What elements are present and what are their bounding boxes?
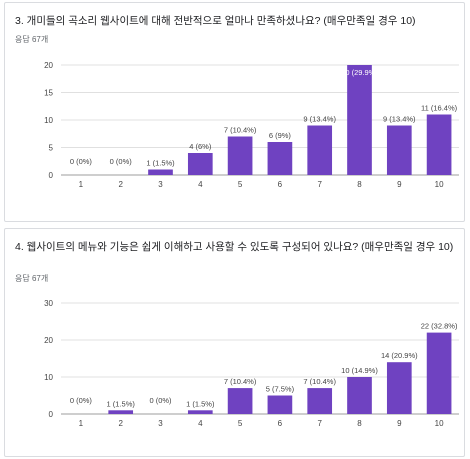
y-tick-label: 30: [44, 299, 53, 308]
y-tick-label: 0: [49, 171, 54, 180]
x-tick-label: 10: [435, 419, 444, 428]
data-label: 7 (10.4%): [303, 377, 336, 386]
bar: [347, 377, 372, 414]
y-tick-label: 10: [44, 373, 53, 382]
bar: [426, 114, 452, 175]
data-label: 10 (14.9%): [341, 366, 378, 375]
bar: [227, 136, 253, 175]
data-label: 4 (6%): [189, 142, 212, 151]
x-tick-label: 4: [198, 419, 203, 428]
data-label: 22 (32.8%): [421, 322, 458, 331]
bar-chart: 0 10 20 30 0 (0%) 1 1 (1.5%) 2 0 (0%) 3 1 (1.5%) 4 7…: [44, 299, 459, 428]
data-label: 7 (10.4%): [224, 377, 257, 386]
bar: [426, 332, 452, 414]
y-tick-label: 15: [44, 89, 53, 98]
data-label: 0 (0%): [70, 157, 93, 166]
bar: [187, 410, 213, 414]
x-tick-label: 6: [278, 180, 283, 189]
data-label: 0 (0%): [110, 157, 133, 166]
bar: [187, 153, 213, 175]
x-tick-label: 5: [238, 180, 243, 189]
bar: [148, 169, 173, 175]
bar: [386, 362, 412, 414]
question-title: 3. 개미들의 곡소리 웹사이트에 대해 전반적으로 얼마나 만족하셨나요? (…: [15, 15, 416, 27]
x-tick-label: 2: [118, 180, 123, 189]
bar: [267, 142, 293, 175]
y-tick-label: 10: [44, 116, 53, 125]
x-tick-label: 5: [238, 419, 243, 428]
x-tick-label: 3: [158, 419, 163, 428]
data-label: 9 (13.4%): [303, 115, 336, 124]
response-count: 응답 67개: [15, 35, 49, 44]
data-label: 9 (13.4%): [383, 115, 416, 124]
data-label: 6 (9%): [269, 131, 292, 140]
x-tick-label: 1: [79, 180, 84, 189]
x-tick-label: 9: [397, 419, 402, 428]
bar: [307, 388, 333, 414]
data-label: 7 (10.4%): [224, 126, 257, 135]
question-card-4: 4. 웹사이트의 메뉴와 기능은 쉽게 이해하고 사용할 수 있도록 구성되어 …: [4, 228, 465, 457]
bar: [108, 410, 134, 414]
y-tick-label: 0: [49, 410, 54, 419]
data-label: 1 (1.5%): [107, 399, 136, 408]
bar: [227, 388, 253, 414]
x-tick-label: 10: [435, 180, 444, 189]
bar: [386, 125, 412, 175]
data-label: 14 (20.9%): [381, 351, 418, 360]
y-tick-label: 20: [44, 61, 53, 70]
x-tick-label: 6: [278, 419, 283, 428]
x-tick-label: 1: [79, 419, 84, 428]
x-tick-label: 4: [198, 180, 203, 189]
x-tick-label: 7: [317, 419, 322, 428]
question-card-3: 3. 개미들의 곡소리 웹사이트에 대해 전반적으로 얼마나 만족하셨나요? (…: [4, 2, 465, 222]
bar-chart: 0 5 10 15 20 0 (0%) 1 0 (0%) 2 1 (1.5%) 3 4 (6%) 4 7 …: [44, 61, 459, 189]
data-label: 20 (29.9%): [341, 68, 378, 77]
data-label: 1 (1.5%): [146, 159, 175, 168]
x-tick-label: 9: [397, 180, 402, 189]
data-label: 11 (16.4%): [421, 104, 458, 113]
x-tick-label: 2: [118, 419, 123, 428]
y-tick-label: 5: [49, 144, 54, 153]
y-tick-label: 20: [44, 336, 53, 345]
bar: [347, 65, 372, 175]
data-label: 1 (1.5%): [186, 399, 215, 408]
x-tick-label: 8: [357, 180, 362, 189]
x-tick-label: 3: [158, 180, 163, 189]
data-label: 0 (0%): [70, 396, 93, 405]
question-title: 4. 웹사이트의 메뉴와 기능은 쉽게 이해하고 사용할 수 있도록 구성되어 …: [15, 241, 454, 253]
x-tick-label: 8: [357, 419, 362, 428]
data-label: 0 (0%): [149, 396, 172, 405]
bar: [267, 395, 293, 414]
x-tick-label: 7: [317, 180, 322, 189]
response-count: 응답 67개: [15, 274, 49, 283]
bar: [307, 125, 333, 175]
data-label: 5 (7.5%): [266, 385, 295, 394]
